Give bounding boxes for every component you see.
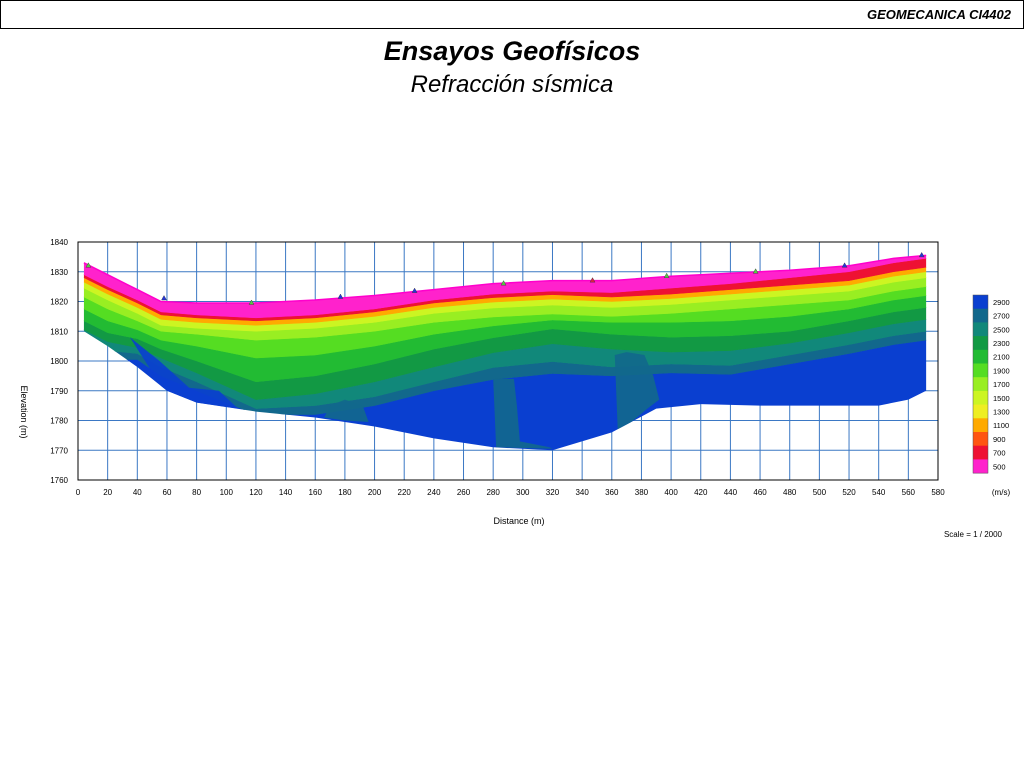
x-tick-label: 580: [931, 488, 945, 497]
velocity-anomaly-2900: [129, 337, 239, 409]
legend-swatch: [973, 445, 988, 460]
x-tick-label: 400: [664, 488, 678, 497]
velocity-anomaly-2700: [324, 399, 369, 422]
geophone-marker: [589, 277, 596, 283]
legend-swatch: [973, 390, 988, 405]
x-tick-label: 160: [309, 488, 323, 497]
y-tick-label: 1840: [50, 238, 68, 247]
legend-label: 1700: [993, 380, 1010, 389]
legend-swatch: [973, 308, 988, 323]
y-tick-label: 1780: [50, 417, 68, 426]
x-tick-label: 360: [605, 488, 619, 497]
course-code: GEOMECANICA CI4402: [867, 7, 1011, 22]
legend-swatch: [973, 377, 988, 392]
scale-label: Scale = 1 / 2000: [944, 530, 1003, 539]
legend-label: 900: [993, 435, 1006, 444]
legend-label: 2100: [993, 353, 1010, 362]
legend-label: 1300: [993, 407, 1010, 416]
x-tick-label: 560: [902, 488, 916, 497]
legend-label: 2700: [993, 312, 1010, 321]
geophone-marker: [752, 268, 759, 274]
legend-swatch: [973, 404, 988, 419]
x-tick-label: 20: [103, 488, 112, 497]
x-tick-label: 420: [694, 488, 708, 497]
x-tick-label: 540: [872, 488, 886, 497]
legend-unit: (m/s): [992, 488, 1011, 497]
y-axis-label: Elevation (m): [19, 385, 29, 438]
y-tick-label: 1790: [50, 387, 68, 396]
x-tick-label: 300: [516, 488, 530, 497]
legend-swatch: [973, 349, 988, 364]
x-tick-label: 240: [427, 488, 441, 497]
x-tick-label: 40: [133, 488, 142, 497]
geophone-marker: [248, 299, 255, 305]
y-tick-label: 1800: [50, 357, 68, 366]
x-tick-label: 220: [398, 488, 412, 497]
slide-title: Ensayos Geofísicos: [383, 36, 641, 66]
legend-swatch: [973, 459, 988, 474]
x-tick-label: 380: [635, 488, 649, 497]
x-tick-label: 140: [279, 488, 293, 497]
x-tick-label: 460: [753, 488, 767, 497]
x-tick-label: 520: [842, 488, 856, 497]
legend-label: 1900: [993, 366, 1010, 375]
geophone-marker: [337, 293, 344, 299]
x-tick-label: 500: [813, 488, 827, 497]
x-tick-label: 60: [163, 488, 172, 497]
x-tick-label: 280: [486, 488, 500, 497]
velocity-legend: 2900 2700 2500 2300 2100 1900 1700 1500 1300 1100…: [972, 294, 1010, 474]
x-tick-label: 100: [220, 488, 234, 497]
y-tick-label: 1810: [50, 327, 68, 336]
geophone-marker: [411, 287, 418, 293]
geophone-marker: [918, 251, 925, 258]
y-tick-label: 1770: [50, 446, 68, 455]
geophone-marker: [85, 262, 92, 268]
legend-label: 2500: [993, 325, 1010, 334]
velocity-anomaly-2700: [493, 378, 553, 449]
legend-swatch: [973, 336, 988, 351]
legend-label: 2300: [993, 339, 1010, 348]
slide-subtitle: Refracción sísmica: [410, 71, 614, 98]
x-axis: 0 20 40 60 80 100 120 140 160 180 200 220 240 260 280 3…: [76, 488, 945, 497]
x-tick-label: 200: [368, 488, 382, 497]
x-tick-label: 80: [192, 488, 201, 497]
y-tick-label: 1830: [50, 268, 68, 277]
legend-swatch: [973, 418, 988, 433]
legend-label: 500: [993, 462, 1006, 471]
geophone-marker: [841, 262, 848, 268]
geophones: [85, 251, 925, 305]
x-tick-label: 180: [338, 488, 352, 497]
x-tick-label: 320: [546, 488, 560, 497]
geophone-marker: [663, 272, 670, 278]
y-tick-label: 1760: [50, 476, 68, 485]
legend-label: 700: [993, 449, 1006, 458]
legend-label: 2900: [993, 298, 1010, 307]
geophone-marker: [161, 295, 167, 301]
x-tick-label: 440: [724, 488, 738, 497]
x-tick-label: 0: [76, 488, 81, 497]
x-tick-label: 120: [249, 488, 263, 497]
y-axis: 1760 1770 1780 1790 1800 1810 1820 1830 1840: [50, 238, 68, 485]
surface-line: [83, 254, 927, 304]
header-bar: GEOMECANICA CI4402: [0, 0, 1024, 29]
legend-swatch: [973, 363, 988, 378]
plot-frame: [77, 241, 939, 481]
legend-swatch: [973, 295, 988, 310]
velocity-anomaly-2700: [614, 352, 660, 430]
x-tick-label: 260: [457, 488, 471, 497]
x-tick-label: 480: [783, 488, 797, 497]
legend-swatch: [973, 432, 988, 447]
legend-frame: [972, 294, 989, 474]
legend-label: 1500: [993, 394, 1010, 403]
y-tick-label: 1820: [50, 298, 68, 307]
legend-label: 1100: [993, 421, 1009, 430]
legend-swatch: [973, 322, 988, 337]
x-axis-label: Distance (m): [493, 516, 544, 526]
x-tick-label: 340: [575, 488, 589, 497]
geophone-marker: [500, 280, 507, 286]
